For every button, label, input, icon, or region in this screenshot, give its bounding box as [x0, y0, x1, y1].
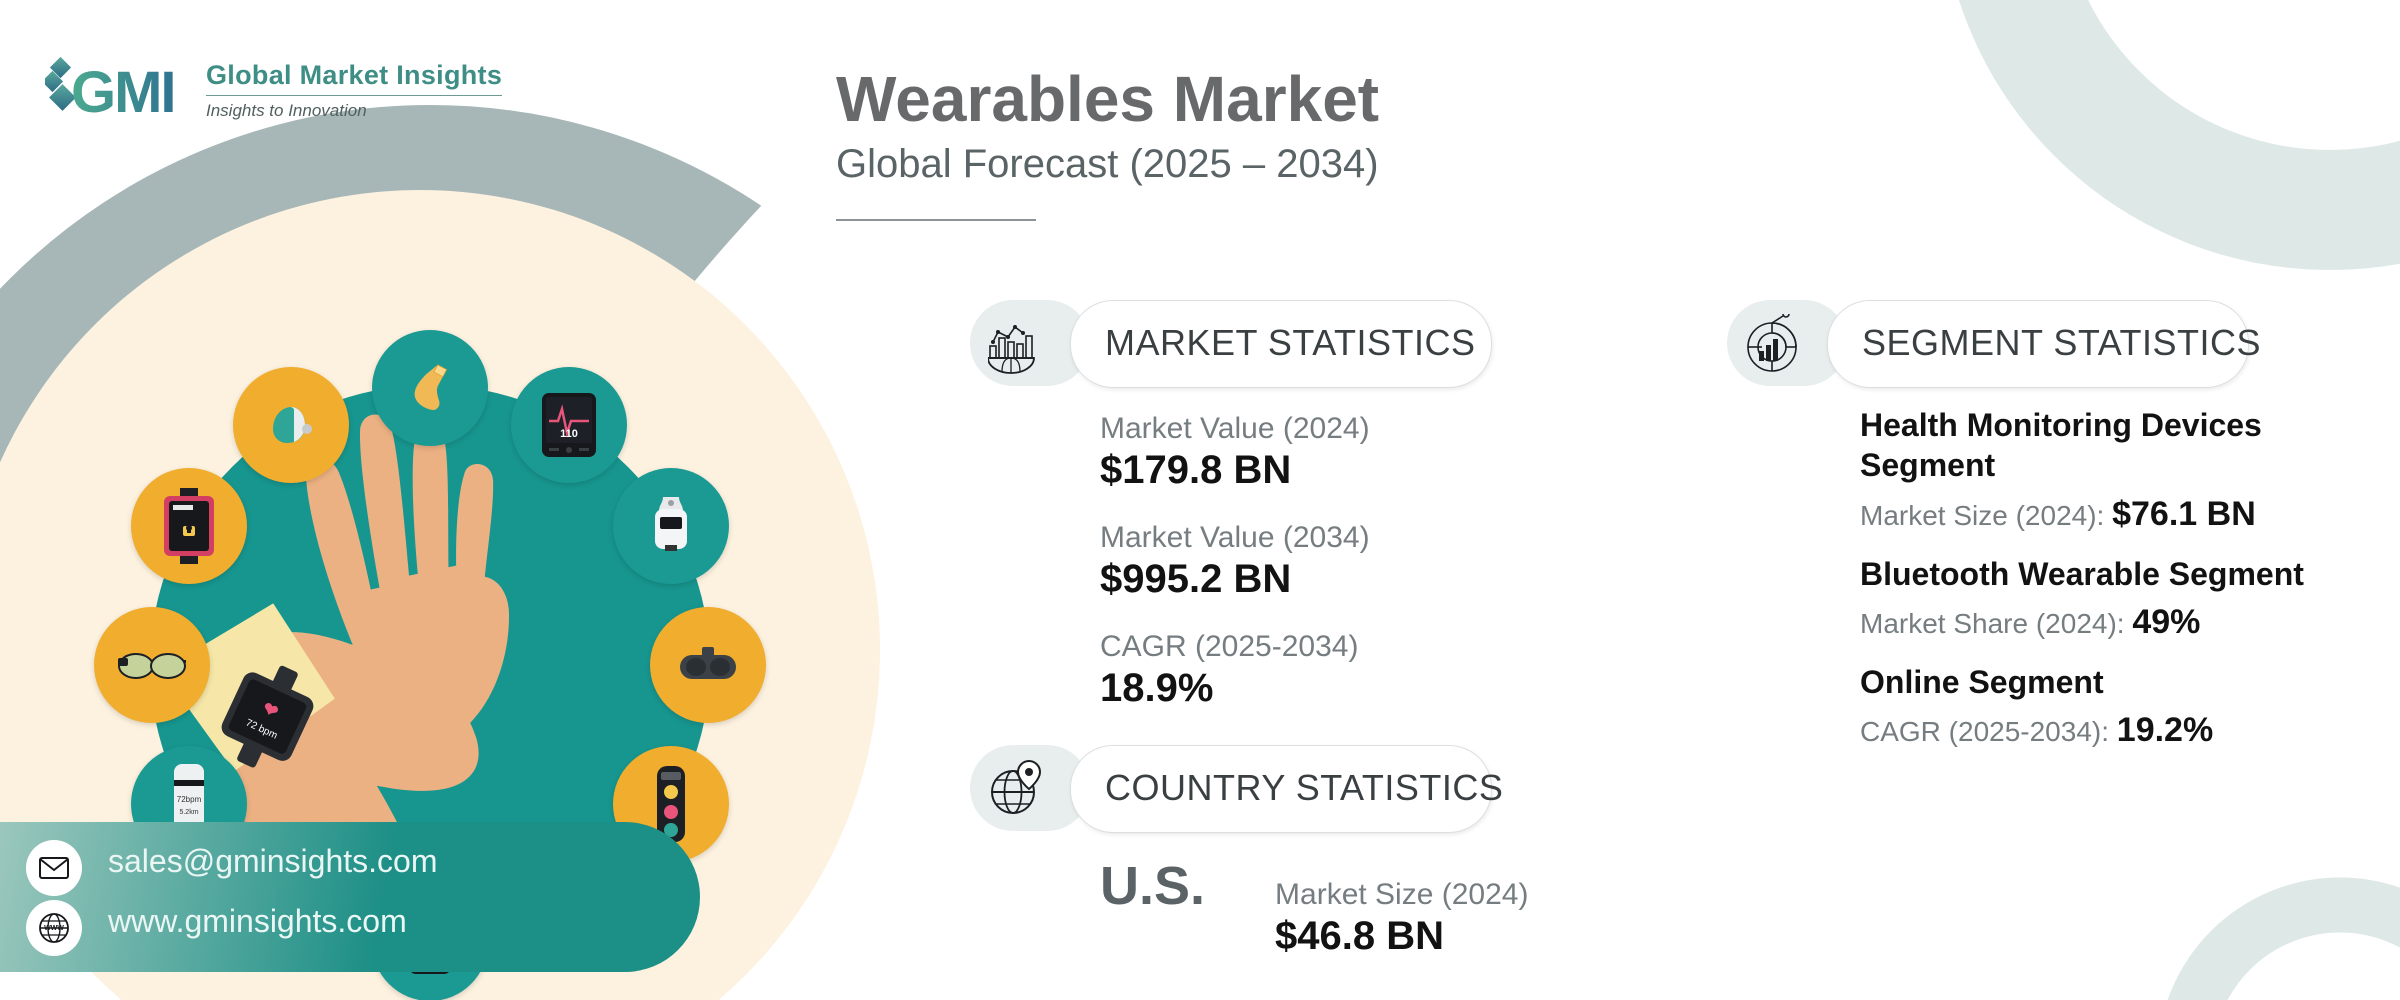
svg-text:110: 110 [560, 428, 578, 440]
svg-text:WWW: WWW [44, 925, 64, 932]
svg-text:5.2km: 5.2km [179, 809, 198, 816]
svg-text:72bpm: 72bpm [177, 795, 202, 804]
